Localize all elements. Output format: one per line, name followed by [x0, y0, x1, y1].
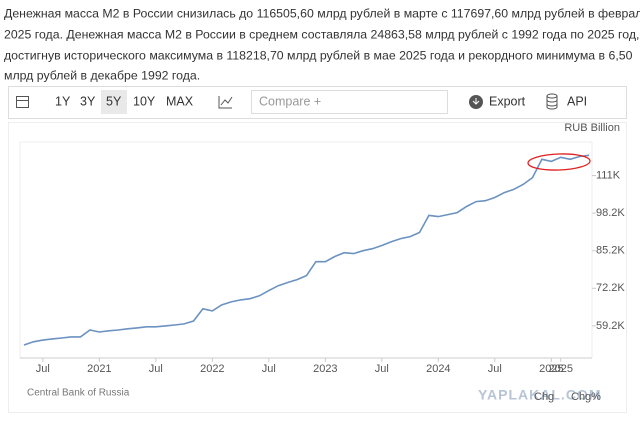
paragraph-line: достигнув исторического максимума в 1182…	[4, 48, 633, 62]
export-icon	[469, 95, 483, 109]
chart-type-icon-line	[220, 96, 233, 106]
api-icon	[546, 93, 558, 110]
data-line	[23, 154, 590, 346]
paragraph-line: млрд рублей в декабре 1992 года.	[4, 68, 200, 82]
x-tick-label: Jul	[149, 363, 163, 375]
footer-column: Chg	[534, 391, 554, 403]
watermark: YAPLAKAL.COM	[478, 387, 602, 403]
paragraph-line: 2025 года. Денежная масса M2 в России в …	[4, 27, 639, 41]
range-button[interactable]: 1Y	[55, 94, 71, 108]
chart-type-icon[interactable]	[218, 96, 232, 109]
y-tick-label: 72.2K	[596, 282, 625, 294]
compare-input[interactable]	[251, 90, 448, 114]
plot: 59.2K 72.2K 85.2K 98.2K 111K Jul 2021 Jul 2022 Ju…	[19, 141, 625, 375]
calendar-icon[interactable]	[16, 96, 29, 108]
range-button[interactable]: 3Y	[80, 94, 96, 108]
x-tick-label: 2023	[313, 363, 337, 375]
compare-placeholder: Compare +	[259, 94, 321, 108]
range-button[interactable]: 5Y	[106, 94, 122, 108]
x-tick-label: 2025	[549, 363, 573, 375]
y-tick-label: 59.2K	[596, 320, 625, 332]
y-tick-label: 111K	[596, 169, 621, 181]
y-tick-label: 98.2K	[596, 207, 625, 219]
x-tick-label: Jul	[375, 363, 389, 375]
unit-label: RUB Billion	[564, 122, 620, 134]
x-tick-label: 2022	[200, 363, 224, 375]
x-tick-label: 2024	[426, 363, 450, 375]
x-tick-label: Jul	[36, 363, 50, 375]
x-tick-label: 2025	[539, 363, 563, 375]
y-tick-label: 85.2K	[596, 245, 625, 257]
range-button[interactable]: 10Y	[133, 94, 156, 108]
x-tick-label: Jul	[262, 363, 276, 375]
range-button[interactable]: MAX	[166, 94, 194, 108]
api-button[interactable]: API	[567, 94, 587, 108]
x-tick-label: Jul	[488, 363, 502, 375]
footer-column: Chg%	[571, 391, 601, 403]
x-tick-label: 2021	[87, 363, 111, 375]
chart-frame	[8, 122, 627, 413]
export-button[interactable]: Export	[489, 94, 526, 108]
selected-range-bg	[101, 90, 127, 114]
source: Central Bank of Russia	[27, 388, 130, 399]
paragraph-line: Денежная масса M2 в России снизилась до …	[4, 6, 640, 20]
highlight-circle	[527, 153, 591, 171]
